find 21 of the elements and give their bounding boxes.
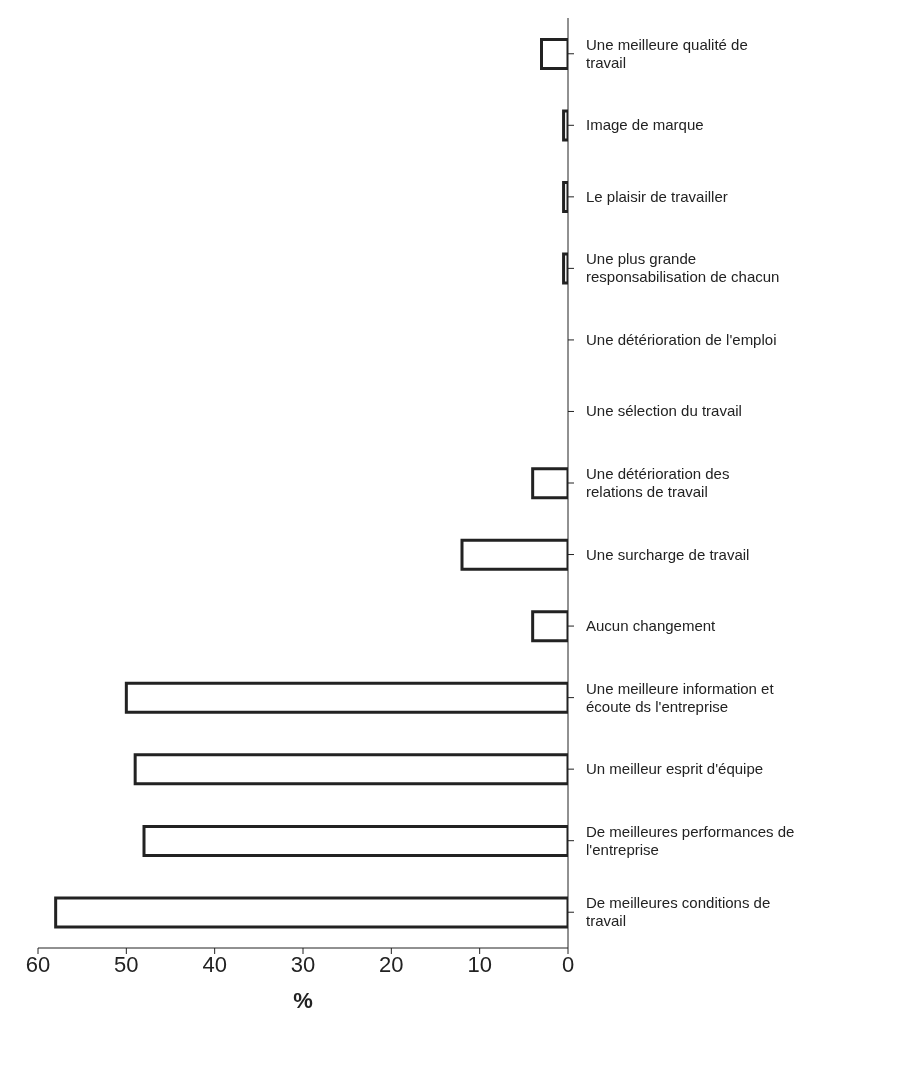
y-tick-label: Aucun changement <box>586 617 717 635</box>
y-tick-label: Une meilleure information et écoute ds l'entreprise <box>586 679 775 715</box>
y-tick-label: Une détérioration de l'emploi <box>586 330 777 348</box>
x-tick-label: 40 <box>202 951 227 977</box>
y-tick-label: Une surcharge de travail <box>586 545 750 563</box>
x-tick-label: 50 <box>114 951 139 977</box>
x-tick-label: 0 <box>561 951 575 977</box>
y-tick-label: Le plaisir de travailler <box>586 187 728 205</box>
y-tick-label: Une meilleure qualité de travail <box>586 35 748 71</box>
x-axis-title: % <box>293 988 313 1013</box>
y-tick-label: Un meilleur esprit d'équipe <box>586 760 764 778</box>
y-tick-label: Une sélection du travail <box>586 402 742 420</box>
y-tick-label: Image de marque <box>586 116 704 134</box>
y-tick-label: De meilleures conditions de travail <box>586 894 771 930</box>
x-tick-label: 20 <box>379 951 404 977</box>
y-tick-label: De meilleures performances de l'entreprise <box>586 822 795 858</box>
x-tick-label: 60 <box>25 951 51 977</box>
x-tick-label: 10 <box>467 951 492 977</box>
y-tick-label: Une plus grande responsabilisation de chacun <box>586 250 780 286</box>
x-tick-label: 30 <box>290 951 316 977</box>
y-tick-label: Une détérioration des relations de travail <box>586 465 730 500</box>
